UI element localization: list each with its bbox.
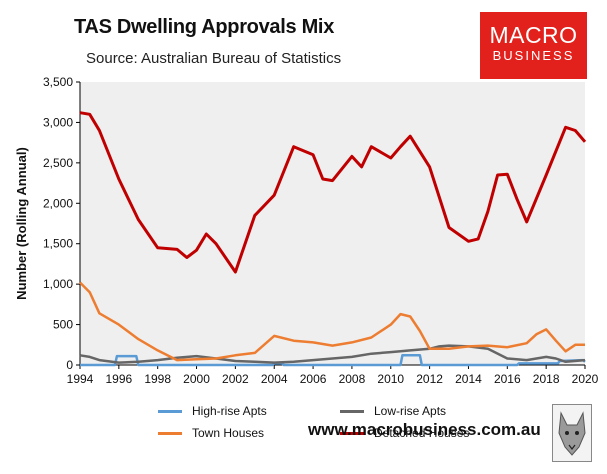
x-tick-label: 1994 <box>67 372 94 386</box>
y-tick-label: 0 <box>66 358 73 372</box>
x-tick-label: 2018 <box>533 372 560 386</box>
y-axis-label: Number (Rolling Annual) <box>14 147 29 300</box>
legend-item-town-houses: Town Houses <box>158 426 264 440</box>
series-line-town-houses <box>79 281 585 362</box>
y-tick-label: 1,500 <box>43 237 73 251</box>
legend-item-detached-houses: Detached Houses <box>340 426 469 440</box>
x-tick-label: 2016 <box>494 372 521 386</box>
legend-swatch-high-rise <box>158 409 182 413</box>
y-tick-label: 500 <box>53 318 73 332</box>
legend-swatch-detached-houses <box>340 431 364 435</box>
series-line-detached-houses <box>79 111 587 274</box>
chart-title: TAS Dwelling Approvals Mix <box>74 16 335 38</box>
y-tick-label: 2,500 <box>43 156 73 170</box>
x-tick-label: 2000 <box>183 372 210 386</box>
logo-line-1: MACRO <box>489 22 578 48</box>
logo-line-2: BUSINESS <box>492 48 575 63</box>
y-tick-label: 3,500 <box>43 75 73 89</box>
x-tick-label: 1998 <box>144 372 171 386</box>
legend-item-low-rise: Low-rise Apts <box>340 404 446 418</box>
x-tick-label: 2008 <box>339 372 366 386</box>
y-tick-label: 3,000 <box>43 115 73 129</box>
legend-item-high-rise: High-rise Apts <box>158 404 267 418</box>
y-tick-label: 2,000 <box>43 196 73 210</box>
x-tick-label: 2006 <box>300 372 327 386</box>
x-tick-label: 2012 <box>416 372 443 386</box>
legend-label-town-houses: Town Houses <box>192 426 265 440</box>
x-tick-label: 2010 <box>377 372 404 386</box>
legend-label-high-rise: High-rise Apts <box>192 404 267 418</box>
legend-label-low-rise: Low-rise Apts <box>374 404 447 418</box>
legend-swatch-town-houses <box>158 431 182 435</box>
plot-area <box>80 82 585 365</box>
x-tick-label: 2002 <box>222 372 249 386</box>
footer-url[interactable]: www.macrobusiness.com.au <box>308 420 541 439</box>
wolf-head-icon <box>552 404 592 462</box>
legend-swatch-low-rise <box>340 409 364 413</box>
x-tick-label: 1996 <box>105 372 132 386</box>
y-tick-label: 1,000 <box>43 277 73 291</box>
series-line-high-rise-apts <box>80 354 586 367</box>
macrobusiness-logo: MACRO BUSINESS <box>480 12 587 79</box>
legend-label-detached-houses: Detached Houses <box>374 426 470 440</box>
chart-subtitle: Source: Australian Bureau of Statistics <box>86 50 342 67</box>
series-line-low-rise-apts <box>79 344 586 364</box>
series-layer <box>79 111 587 367</box>
x-tick-label: 2020 <box>572 372 599 386</box>
x-tick-label: 2004 <box>261 372 288 386</box>
x-tick-label: 2014 <box>455 372 482 386</box>
